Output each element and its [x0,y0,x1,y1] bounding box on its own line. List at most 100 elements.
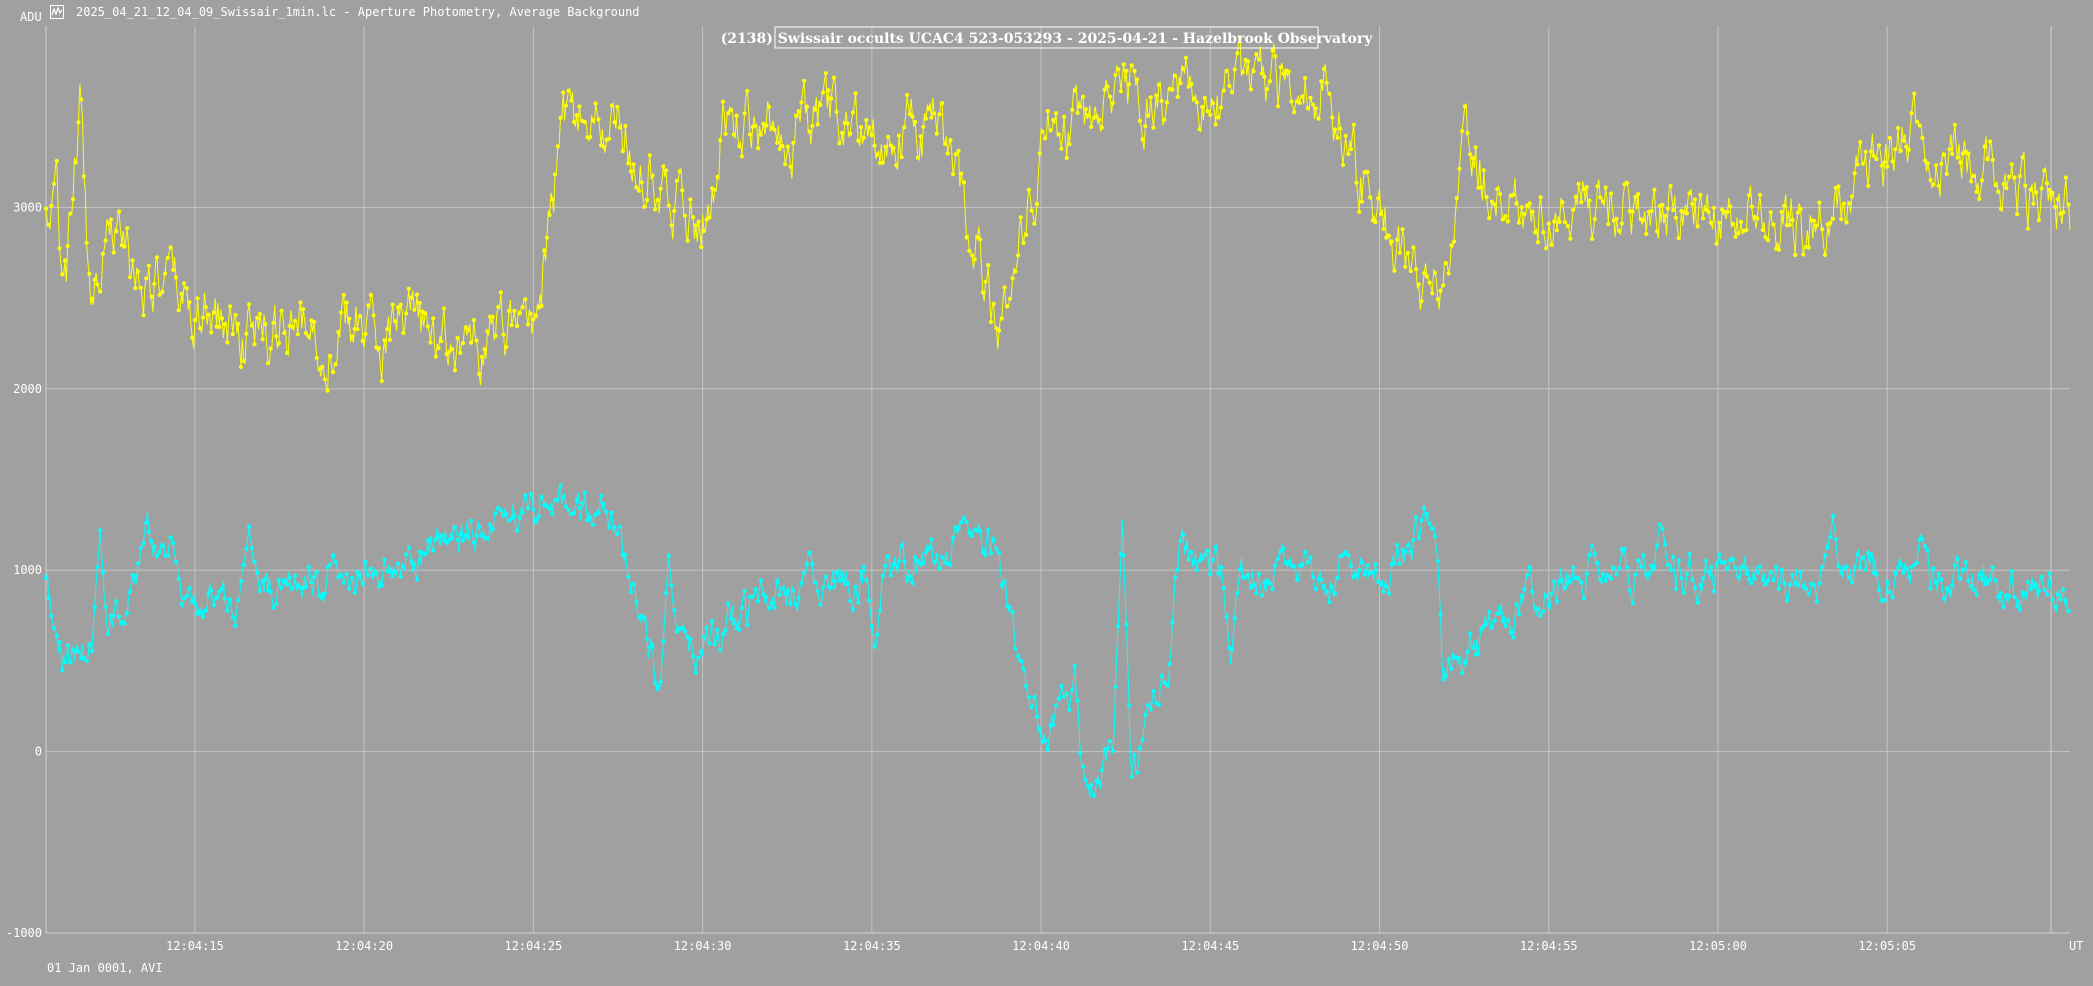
data-point [1538,195,1543,200]
data-point [2063,175,2068,180]
data-point [1914,560,1920,565]
data-point [534,313,539,319]
data-point [785,144,791,149]
x-tick-label: 12:04:45 [1181,939,1239,953]
data-point [1665,206,1670,211]
data-point [168,245,173,250]
data-point [230,332,235,337]
data-point [1668,568,1673,573]
data-point [360,338,365,343]
data-point [322,591,327,596]
data-point [1313,586,1318,591]
data-point [1200,556,1205,561]
data-point [2028,587,2033,592]
data-point [217,589,222,594]
data-point [303,331,308,336]
data-point [517,515,522,520]
data-point [1324,589,1329,594]
data-point [122,621,127,626]
data-point [312,575,317,580]
data-point [1722,560,1727,565]
data-point [677,169,682,174]
data-point [1024,232,1029,237]
data-point [1275,556,1281,561]
data-point [1641,218,1646,223]
data-point [1145,703,1151,708]
data-point [1736,574,1741,580]
data-point [563,103,569,108]
data-point [98,289,103,294]
data-point [393,319,398,324]
data-point [469,518,474,523]
data-point [1365,563,1370,568]
data-point [344,300,349,305]
data-point [1262,74,1267,79]
data-point [1443,261,1448,266]
data-point [1673,215,1679,220]
data-point [211,603,216,608]
data-point [1803,586,1809,591]
data-point [1530,209,1535,214]
data-point [233,312,238,318]
data-point [615,104,620,109]
data-point [1690,201,1695,207]
data-point [1338,126,1343,131]
x-tick-label: 12:04:20 [335,939,393,953]
data-point [1414,515,1419,520]
data-point [699,244,704,250]
data-point [1931,566,1936,571]
data-point [544,504,550,509]
data-point [469,340,474,345]
data-point [1175,567,1180,572]
data-point [1977,572,1982,578]
data-point [1132,68,1137,74]
data-point [910,114,915,119]
data-point [555,144,560,149]
data-point [1083,107,1088,112]
data-point [95,564,100,570]
data-point [355,327,360,332]
data-point [73,160,78,165]
data-point [1760,227,1765,232]
data-point [1303,549,1308,554]
data-point [501,332,506,337]
data-point [1181,533,1186,538]
data-point [1097,117,1102,122]
data-point [772,605,777,610]
lightcurve-app-icon[interactable] [50,5,64,19]
data-point [1457,656,1462,661]
data-point [496,304,501,309]
data-point [969,253,975,258]
data-point [287,575,292,580]
data-point [339,310,344,315]
data-point [1137,118,1142,123]
data-point [496,505,501,510]
data-point [1787,222,1792,227]
data-point [807,129,812,134]
data-point [1969,179,1974,184]
data-point [1311,575,1316,580]
data-point [328,562,333,567]
data-point [1747,577,1752,582]
data-point [314,355,319,360]
data-point [1757,192,1763,198]
data-point [460,341,466,346]
data-point [607,525,612,530]
data-point [1779,567,1784,572]
data-point [238,579,244,584]
data-point [406,286,411,291]
data-point [853,584,858,590]
data-point [428,340,433,345]
data-point [347,316,352,321]
data-point [54,633,59,639]
data-point [1541,609,1546,614]
data-point [1877,143,1882,148]
data-point [1571,565,1576,570]
data-point [436,345,441,351]
data-point [517,311,522,316]
data-point [176,576,181,582]
data-point [1460,129,1465,134]
data-point [1904,566,1909,572]
x-axis-label: UT [2069,939,2083,953]
